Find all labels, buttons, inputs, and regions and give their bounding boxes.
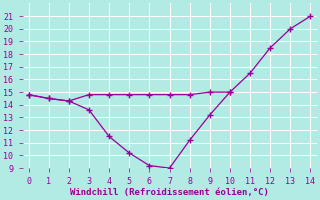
X-axis label: Windchill (Refroidissement éolien,°C): Windchill (Refroidissement éolien,°C) xyxy=(70,188,269,197)
